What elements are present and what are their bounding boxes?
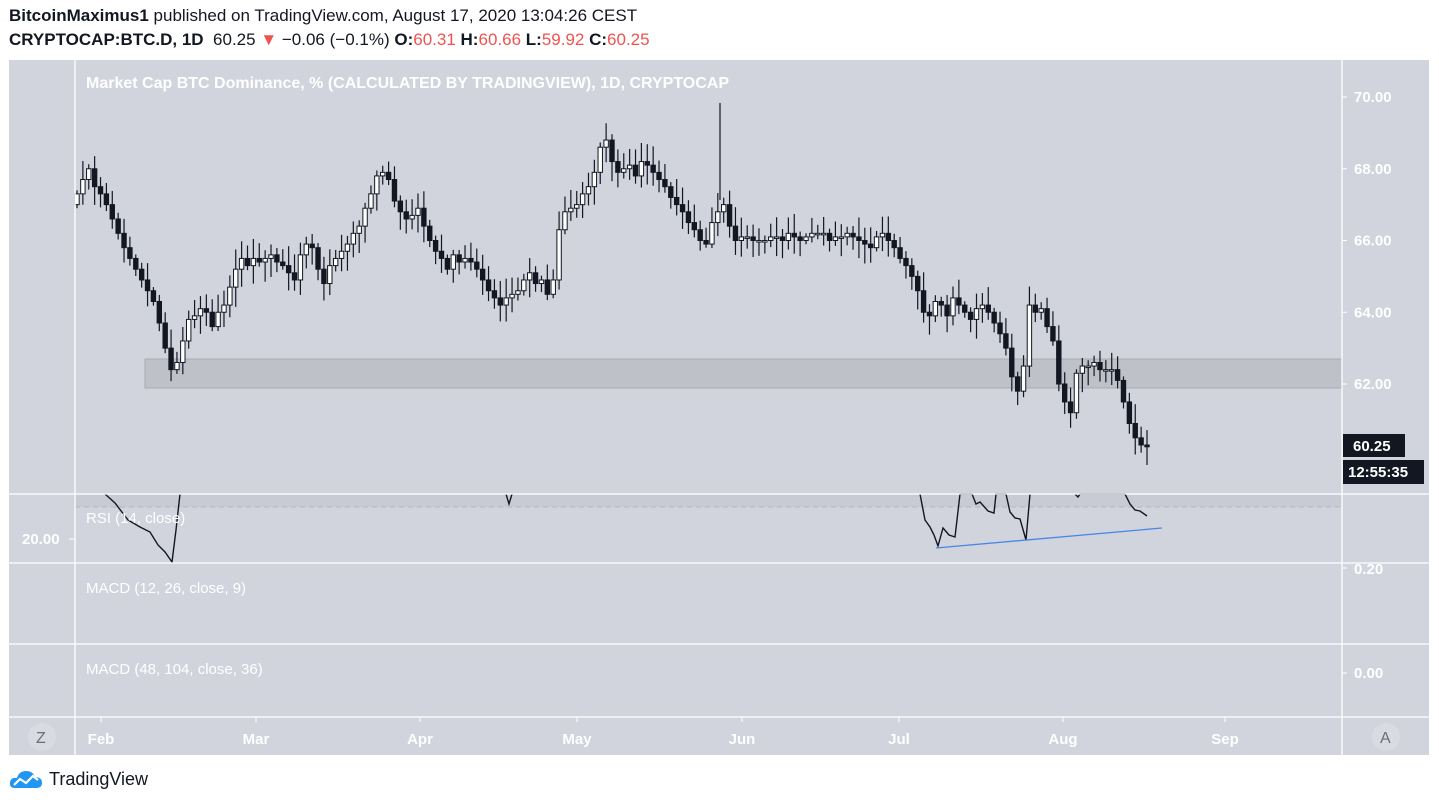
svg-text:May: May	[562, 731, 592, 748]
svg-text:66.00: 66.00	[1354, 233, 1392, 250]
brand-text: TradingView	[49, 768, 149, 789]
published-text: published on TradingView.com, August 17,…	[148, 6, 638, 25]
support-zone[interactable]	[144, 358, 1343, 389]
z-button-label: Z	[36, 730, 46, 747]
publish-info: BitcoinMaximus1 published on TradingView…	[9, 6, 637, 26]
chart-title: Market Cap BTC Dominance, % (CALCULATED …	[86, 75, 729, 92]
low-label: L:	[525, 30, 542, 49]
svg-text:Sep: Sep	[1211, 731, 1239, 748]
macd-fast-label: MACD (12, 26, close, 9)	[86, 580, 246, 597]
svg-text:62.00: 62.00	[1354, 376, 1392, 393]
symbol-info: CRYPTOCAP:BTC.D, 1D 60.25 ▼ −0.06 (−0.1%…	[9, 30, 650, 50]
svg-text:Mar: Mar	[243, 731, 270, 748]
chart-frame[interactable]	[9, 60, 1429, 755]
tradingview-logo[interactable]: TradingView	[9, 768, 148, 790]
countdown-label: 12:55:35	[1348, 464, 1408, 481]
last-price-badge	[1343, 434, 1405, 457]
close-label: C:	[589, 30, 608, 49]
price-change: −0.06 (−0.1%)	[281, 30, 390, 49]
down-arrow-icon: ▼	[260, 30, 278, 49]
countdown-badge	[1343, 460, 1424, 484]
rsi-trendline[interactable]	[935, 527, 1163, 549]
macd-slow-axis-label: 0.00	[1354, 665, 1383, 682]
rsi-overbought-band	[75, 495, 1342, 507]
last-price: 60.25	[213, 30, 256, 49]
open-value: 60.31	[413, 30, 456, 49]
rsi-line-apr	[505, 493, 513, 507]
svg-text:Jun: Jun	[729, 731, 756, 748]
high-label: H:	[460, 30, 479, 49]
a-button-label: A	[1380, 730, 1391, 747]
close-value: 60.25	[607, 30, 650, 49]
candlestick-series	[74, 103, 1150, 466]
rsi-axis-label: 20.00	[22, 531, 60, 548]
rsi-line-aug	[1074, 493, 1148, 517]
svg-text:70.00: 70.00	[1354, 89, 1392, 106]
open-label: O:	[394, 30, 414, 49]
svg-text:Feb: Feb	[88, 731, 115, 748]
auto-scale-button[interactable]	[1372, 723, 1400, 751]
price-axis[interactable]: 70.00 68.00 66.00 64.00 62.00	[1342, 89, 1392, 393]
svg-text:Jul: Jul	[888, 731, 910, 748]
svg-text:Aug: Aug	[1048, 731, 1077, 748]
symbol-name: CRYPTOCAP:BTC.D, 1D	[9, 30, 204, 49]
rsi-line	[104, 493, 181, 564]
rsi-line-jul	[919, 493, 1031, 549]
zoom-reset-button[interactable]	[28, 723, 56, 751]
svg-text:Apr: Apr	[407, 731, 433, 748]
time-axis[interactable]: Feb Mar Apr May Jun Jul Aug Sep	[88, 717, 1239, 748]
author-name: BitcoinMaximus1	[9, 6, 149, 25]
svg-text:64.00: 64.00	[1354, 304, 1392, 321]
rsi-label: RSI (14, close)	[86, 510, 185, 527]
macd-fast-axis-label: 0.20	[1354, 561, 1383, 578]
low-value: 59.92	[541, 30, 585, 49]
macd-slow-label: MACD (48, 104, close, 36)	[86, 661, 263, 678]
last-price-label: 60.25	[1353, 438, 1391, 455]
tradingview-cloud-icon	[9, 771, 42, 788]
pane-separators	[9, 60, 1429, 755]
high-value: 60.66	[478, 30, 522, 49]
svg-text:68.00: 68.00	[1354, 161, 1392, 178]
